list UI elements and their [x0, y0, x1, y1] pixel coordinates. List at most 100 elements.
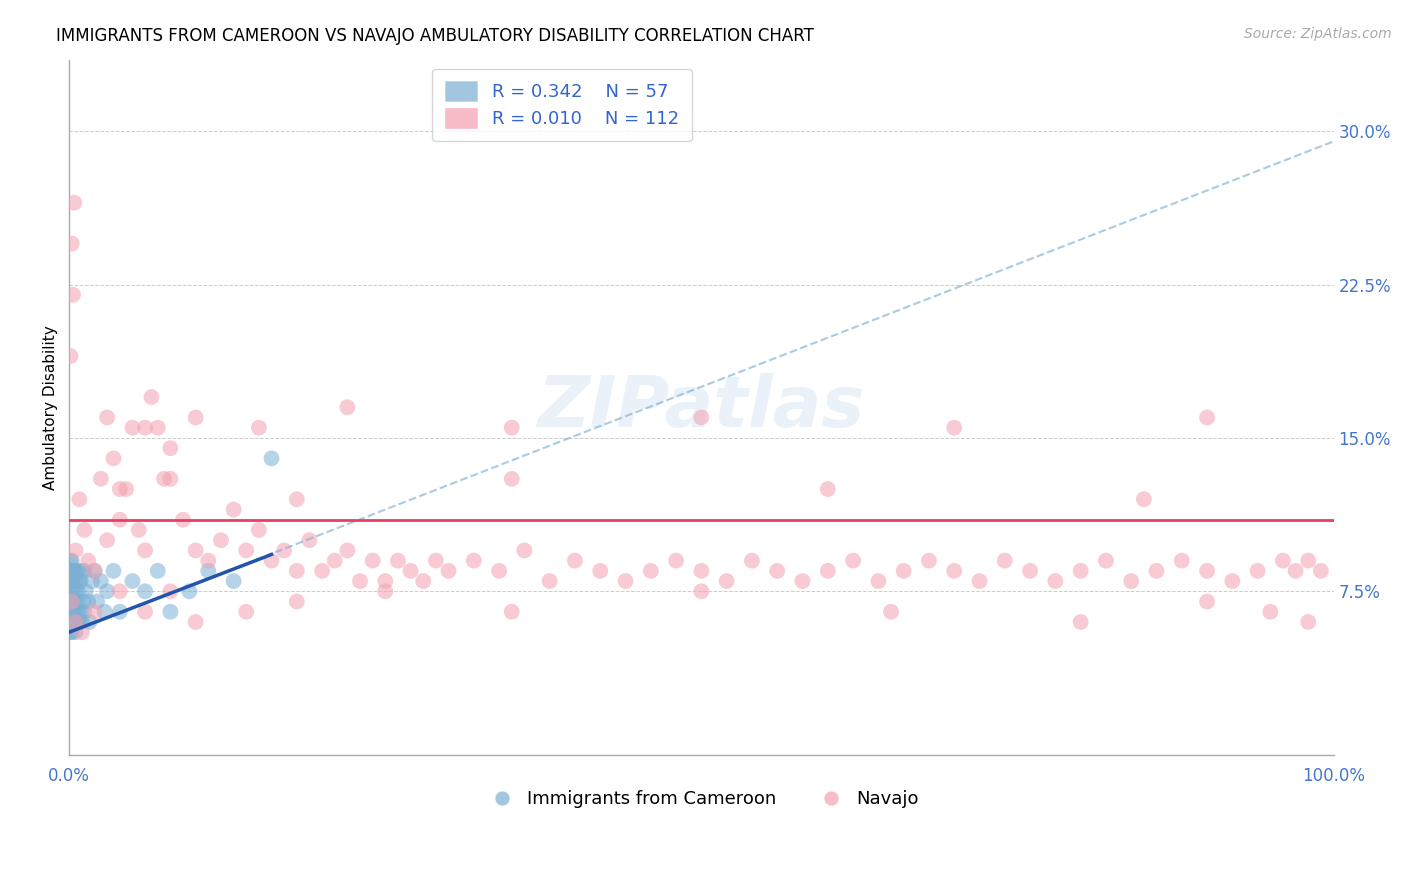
Point	[70, 564, 93, 578]
Point	[146, 420, 169, 434]
Point	[93, 605, 115, 619]
Point	[108, 513, 131, 527]
Point	[792, 574, 814, 588]
Point	[83, 564, 105, 578]
Point	[209, 533, 232, 548]
Point	[1045, 574, 1067, 588]
Point	[59, 574, 82, 588]
Point	[134, 543, 156, 558]
Point	[108, 584, 131, 599]
Point	[222, 502, 245, 516]
Point	[65, 605, 87, 619]
Point	[96, 410, 118, 425]
Point	[179, 584, 201, 599]
Point	[260, 451, 283, 466]
Point	[159, 584, 181, 599]
Point	[121, 574, 143, 588]
Point	[247, 420, 270, 434]
Point	[1070, 615, 1092, 629]
Point	[60, 605, 83, 619]
Point	[159, 605, 181, 619]
Point	[153, 472, 176, 486]
Point	[69, 605, 91, 619]
Point	[665, 554, 688, 568]
Point	[59, 605, 82, 619]
Point	[67, 584, 90, 599]
Point	[73, 564, 96, 578]
Point	[1197, 564, 1219, 578]
Point	[63, 594, 86, 608]
Point	[336, 543, 359, 558]
Y-axis label: Ambulatory Disability: Ambulatory Disability	[44, 325, 58, 490]
Point	[1296, 615, 1319, 629]
Point	[374, 584, 396, 599]
Point	[60, 554, 83, 568]
Point	[66, 594, 89, 608]
Point	[67, 492, 90, 507]
Point	[222, 574, 245, 588]
Point	[1296, 554, 1319, 568]
Point	[65, 564, 87, 578]
Point	[65, 615, 87, 629]
Point	[62, 594, 84, 608]
Point	[62, 287, 84, 301]
Point	[63, 195, 86, 210]
Point	[501, 420, 523, 434]
Point	[538, 574, 561, 588]
Point	[77, 554, 100, 568]
Point	[60, 625, 83, 640]
Point	[67, 564, 90, 578]
Point	[1121, 574, 1143, 588]
Point	[893, 564, 915, 578]
Point	[59, 554, 82, 568]
Point	[589, 564, 612, 578]
Point	[184, 543, 207, 558]
Point	[1222, 574, 1244, 588]
Point	[311, 564, 333, 578]
Point	[96, 533, 118, 548]
Point	[437, 564, 460, 578]
Point	[108, 605, 131, 619]
Point	[425, 554, 447, 568]
Point	[103, 451, 125, 466]
Point	[349, 574, 371, 588]
Point	[488, 564, 510, 578]
Point	[66, 615, 89, 629]
Point	[59, 564, 82, 578]
Point	[690, 410, 713, 425]
Point	[62, 574, 84, 588]
Point	[65, 625, 87, 640]
Point	[564, 554, 586, 568]
Point	[1146, 564, 1168, 578]
Point	[868, 574, 890, 588]
Point	[62, 615, 84, 629]
Point	[59, 594, 82, 608]
Point	[716, 574, 738, 588]
Point	[235, 605, 257, 619]
Point	[1171, 554, 1194, 568]
Point	[766, 564, 789, 578]
Point	[134, 420, 156, 434]
Point	[83, 564, 105, 578]
Point	[59, 625, 82, 640]
Point	[66, 574, 89, 588]
Point	[63, 564, 86, 578]
Point	[1258, 605, 1281, 619]
Point	[994, 554, 1017, 568]
Point	[412, 574, 434, 588]
Point	[90, 574, 112, 588]
Point	[159, 441, 181, 455]
Point	[60, 574, 83, 588]
Point	[80, 574, 103, 588]
Point	[943, 420, 966, 434]
Point	[501, 605, 523, 619]
Text: Source: ZipAtlas.com: Source: ZipAtlas.com	[1244, 27, 1392, 41]
Point	[1284, 564, 1306, 578]
Point	[741, 554, 763, 568]
Point	[83, 605, 105, 619]
Point	[90, 472, 112, 486]
Point	[67, 615, 90, 629]
Point	[943, 564, 966, 578]
Point	[273, 543, 295, 558]
Point	[690, 564, 713, 578]
